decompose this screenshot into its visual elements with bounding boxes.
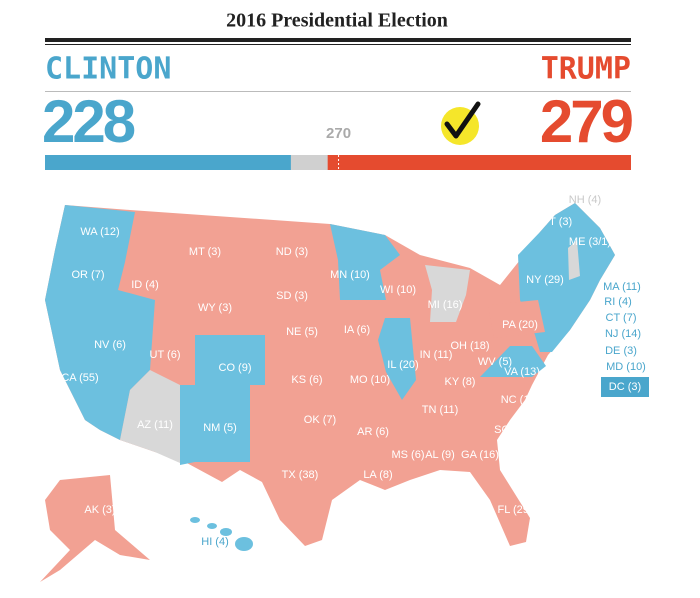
state-label: UT (6) <box>150 349 181 361</box>
electoral-votes: 279 <box>540 88 633 155</box>
state-label: NM (5) <box>203 422 237 434</box>
state-label: OK (7) <box>304 414 336 426</box>
state-region <box>425 265 470 322</box>
state-label: FL (29) <box>497 504 532 516</box>
state-label: IL (20) <box>387 359 418 371</box>
state-region <box>378 318 416 400</box>
electoral-votes: 228 <box>42 88 135 155</box>
map <box>40 203 649 582</box>
hawaii <box>235 537 253 551</box>
state-label: MA (11) <box>603 281 641 293</box>
state-region <box>195 335 265 385</box>
bar-segment <box>327 155 631 170</box>
state-label: ND (3) <box>276 246 308 258</box>
candidate-name: CLINTON <box>45 52 171 87</box>
hawaii <box>190 517 200 523</box>
state-label: NC (15) <box>501 394 540 406</box>
state-label: WY (3) <box>198 302 232 314</box>
state-label: KY (8) <box>445 376 476 388</box>
rule <box>45 91 631 92</box>
state-label: MS (6) <box>392 449 425 461</box>
state-label: DE (3) <box>605 345 637 357</box>
state-region <box>518 203 615 352</box>
state-label: NJ (14) <box>605 328 641 340</box>
state-label: IN (11) <box>420 349 453 361</box>
state-label: VT (3) <box>542 216 572 228</box>
state-label: MT (3) <box>189 246 221 258</box>
alaska <box>40 475 150 582</box>
state-label: AR (6) <box>357 426 389 438</box>
state-label: SD (3) <box>276 290 308 302</box>
state-label: CT (7) <box>606 312 637 324</box>
state-label: TX (38) <box>282 469 319 481</box>
dc-box <box>601 377 649 397</box>
state-label: MN (10) <box>330 269 370 281</box>
state-region <box>330 224 400 300</box>
state-label: LA (8) <box>363 469 392 481</box>
state-label: VA (13) <box>504 366 540 378</box>
rule <box>45 44 631 45</box>
state-label: MO (10) <box>350 374 390 386</box>
state-label: OH (18) <box>450 340 489 352</box>
state-label: CA (55) <box>61 372 98 384</box>
state-label: PA (20) <box>502 319 538 331</box>
candidate-name: TRUMP <box>541 52 631 87</box>
state-label: NY (29) <box>526 274 564 286</box>
state-label: DC (3) <box>609 381 641 393</box>
state-label: SC (9) <box>494 424 526 436</box>
state-label: NH (4) <box>569 194 601 206</box>
state-label: MD (10) <box>606 361 646 373</box>
state-label: MI (16) <box>428 299 463 311</box>
hawaii <box>220 528 232 536</box>
state-label: WV (5) <box>478 356 512 368</box>
state-label: AL (9) <box>425 449 455 461</box>
state-label: RI (4) <box>604 296 632 308</box>
state-label: ME (3/1) <box>569 236 611 248</box>
state-region <box>45 205 155 440</box>
state-label: NV (6) <box>94 339 126 351</box>
state-label: KS (6) <box>291 374 322 386</box>
state-labels: WA (12) OR (7) CA (55) NV (6) ID (4) MT (3) WY… <box>61 194 646 548</box>
state-label: WA (12) <box>80 226 119 238</box>
title: 2016 Presidential Election <box>226 10 448 32</box>
state-label: IA (6) <box>344 324 370 336</box>
state-label: OR (7) <box>72 269 105 281</box>
state-label: TN (11) <box>422 404 458 416</box>
state-label: HI (4) <box>201 536 229 548</box>
state-region <box>488 300 545 338</box>
state-label: ID (4) <box>131 279 159 291</box>
rule <box>45 38 631 42</box>
state-label: AK (3) <box>84 504 115 516</box>
bar-segment <box>45 155 291 170</box>
threshold-label: 270 <box>326 125 351 142</box>
state-region <box>120 370 180 463</box>
vote-bar: 270 <box>45 125 631 170</box>
check-mark <box>444 101 481 139</box>
state-label: AZ (11) <box>137 419 173 431</box>
hawaii <box>207 523 217 529</box>
state-label: CO (9) <box>219 362 252 374</box>
state-region <box>568 240 580 280</box>
state-label: GA (16) <box>461 449 499 461</box>
state-region <box>180 385 250 465</box>
state-label: WI (10) <box>380 284 416 296</box>
state-region <box>480 346 546 377</box>
state-label: NE (5) <box>286 326 318 338</box>
